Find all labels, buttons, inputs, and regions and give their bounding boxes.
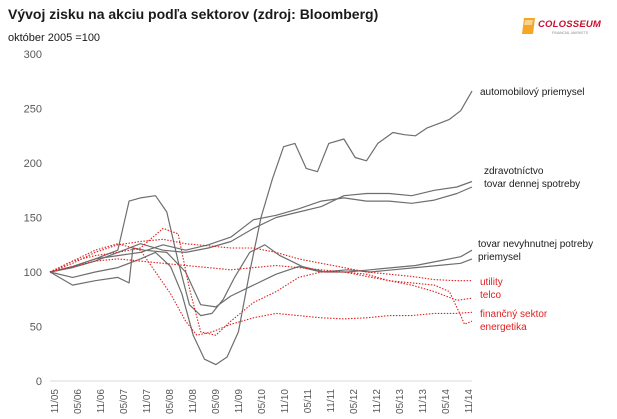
series-line-8 (49, 227, 473, 336)
x-tick-label: 05/13 (395, 389, 406, 414)
y-axis-labels: 0 50 100 150 200 250 300 (24, 49, 42, 388)
series-line-7 (49, 243, 473, 336)
legend-label: energetika (480, 322, 527, 333)
x-tick-label: 05/11 (303, 389, 314, 414)
x-tick-label: 11/10 (280, 389, 291, 414)
x-tick-label: 05/06 (73, 389, 84, 414)
y-tick-label: 0 (36, 376, 42, 388)
legend-label: zdravotníctvo (484, 166, 544, 177)
x-tick-label: 05/10 (257, 389, 268, 414)
chart-title: Vývoj zisku na akciu podľa sektorov (zdr… (8, 6, 379, 22)
y-tick-label: 100 (24, 267, 42, 279)
y-tick-label: 50 (30, 322, 42, 334)
series-line-5 (49, 238, 472, 282)
legend-label: priemysel (478, 252, 521, 263)
series-line-4 (49, 247, 473, 308)
y-tick-label: 250 (24, 104, 42, 116)
x-tick-label: 11/08 (188, 389, 199, 414)
x-tick-label: 11/07 (142, 389, 153, 414)
x-tick-label: 11/05 (50, 389, 61, 414)
chart-subtitle: október 2005 =100 (8, 32, 101, 44)
y-tick-label: 300 (24, 49, 42, 61)
x-tick-label: 05/09 (211, 389, 222, 414)
x-tick-label: 05/08 (165, 389, 176, 414)
chart-series (49, 90, 473, 366)
x-tick-label: 11/11 (326, 389, 337, 413)
logo-tagline: FINANCIAL MARKETS (552, 31, 589, 35)
legend-label: telco (480, 290, 502, 301)
x-tick-label: 05/07 (119, 389, 130, 414)
x-tick-label: 11/14 (464, 389, 475, 414)
series-line-1 (49, 180, 473, 273)
y-tick-label: 200 (24, 158, 42, 170)
x-tick-label: 05/14 (441, 389, 452, 414)
chart-legend: automobilový priemysel zdravotníctvo tovar… (478, 87, 593, 333)
x-tick-label: 11/13 (418, 389, 429, 414)
series-line-3 (49, 195, 473, 317)
logo-name: COLOSSEUM (538, 19, 602, 30)
x-tick-label: 11/12 (372, 389, 383, 414)
legend-label: tovar nevyhnutnej potreby (478, 239, 593, 250)
legend-label: automobilový priemysel (480, 87, 585, 98)
x-tick-label: 11/06 (96, 389, 107, 414)
x-axis-labels: 11/05 05/06 11/06 05/07 11/07 05/08 11/08 05/09… (50, 389, 475, 414)
y-tick-label: 150 (24, 213, 42, 225)
legend-label: finančný sektor (480, 309, 548, 320)
series-line-2 (49, 186, 473, 273)
legend-label: utility (480, 277, 503, 288)
series-line-6 (49, 258, 473, 301)
x-tick-label: 05/12 (349, 389, 360, 414)
series-line-0 (49, 90, 473, 366)
colosseum-logo-icon (522, 18, 535, 34)
colosseum-logo: COLOSSEUM FINANCIAL MARKETS (522, 16, 604, 40)
legend-label: tovar dennej spotreby (484, 179, 580, 190)
x-tick-label: 11/09 (234, 389, 245, 414)
